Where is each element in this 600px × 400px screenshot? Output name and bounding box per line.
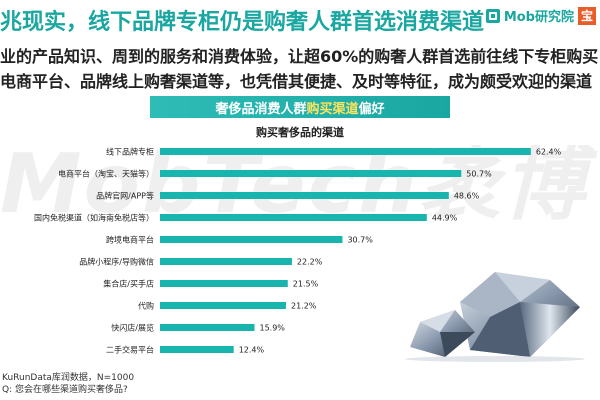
category-label: 二手交易平台 (106, 345, 154, 355)
category-label: 快闪店/展览 (111, 323, 154, 333)
intro-line-1: 业的产品知识、周到的服务和消费体验，让超60%的购奢人群首选前往线下专柜购买 (0, 47, 599, 66)
brand-tail-badge: 宝 (578, 6, 596, 25)
chart-title: 购买奢侈品的渠道 (256, 126, 344, 139)
logo-text: Mob研究院 (503, 10, 574, 25)
intro-text: 业的产品知识、周到的服务和消费体验，让超60%的购奢人群首选前往线下专柜购买 电… (0, 44, 600, 94)
watermark: MobTech袤博 (0, 145, 587, 225)
value-label: 21.2% (291, 302, 317, 311)
bar (160, 170, 462, 177)
diamond-image (405, 272, 585, 362)
headline: 兆现实，线下品牌专柜仍是购奢人群首选消费渠道 (0, 10, 485, 35)
mob-logo-icon (485, 8, 500, 23)
value-label: 12.4% (239, 346, 265, 355)
category-label: 国内免税渠道（如海南免税店等） (34, 213, 154, 223)
bar (160, 302, 286, 309)
value-label: 48.6% (454, 192, 480, 201)
bar (160, 258, 292, 265)
bar (160, 214, 427, 221)
intro-line-2: 电商平台、品牌线上购奢渠道等，也凭借其便捷、及时等特征，成为颇受欢迎的渠道 (0, 72, 593, 91)
category-label: 品牌官网/APP等 (96, 191, 154, 201)
bar (160, 346, 234, 353)
bar (160, 324, 255, 331)
bar (160, 280, 288, 287)
bar (160, 236, 343, 243)
category-label: 品牌小程序/导购微信 (79, 257, 154, 267)
value-label: 50.7% (466, 170, 492, 179)
category-label: 跨境电商平台 (106, 235, 154, 245)
bar (160, 192, 449, 199)
value-label: 44.9% (432, 214, 458, 223)
value-label: 22.2% (297, 258, 323, 267)
bar-chart: 线下品牌专柜 62.4% 电商平台（淘宝、天猫等） 50.7% 品牌官网/APP等 48.… (34, 147, 562, 355)
value-label: 21.5% (293, 280, 319, 289)
category-label: 集合店/买手店 (103, 279, 154, 289)
chart-banner: 奢侈品消费人群 购买渠道 偏好 (150, 96, 450, 118)
category-label: 线下品牌专柜 (106, 147, 154, 157)
value-label: 62.4% (536, 148, 562, 157)
bar (160, 148, 531, 155)
category-label: 电商平台（淘宝、天猫等） (58, 169, 154, 179)
value-label: 15.9% (259, 324, 285, 333)
value-label: 30.7% (347, 236, 373, 245)
banner-highlight: 购买渠道 (306, 101, 359, 117)
source-note: KuRunData库润数据，N=1000 (2, 373, 135, 383)
mob-logo: Mob研究院 宝 (485, 6, 596, 25)
banner-prefix: 奢侈品消费人群 (215, 101, 307, 117)
banner-suffix: 偏好 (358, 101, 385, 117)
footer: KuRunData库润数据，N=1000 Q: 您会在哪些渠道购买奢侈品? (2, 372, 134, 396)
survey-question: Q: 您会在哪些渠道购买奢侈品? (2, 385, 128, 395)
category-label: 代购 (138, 301, 154, 311)
